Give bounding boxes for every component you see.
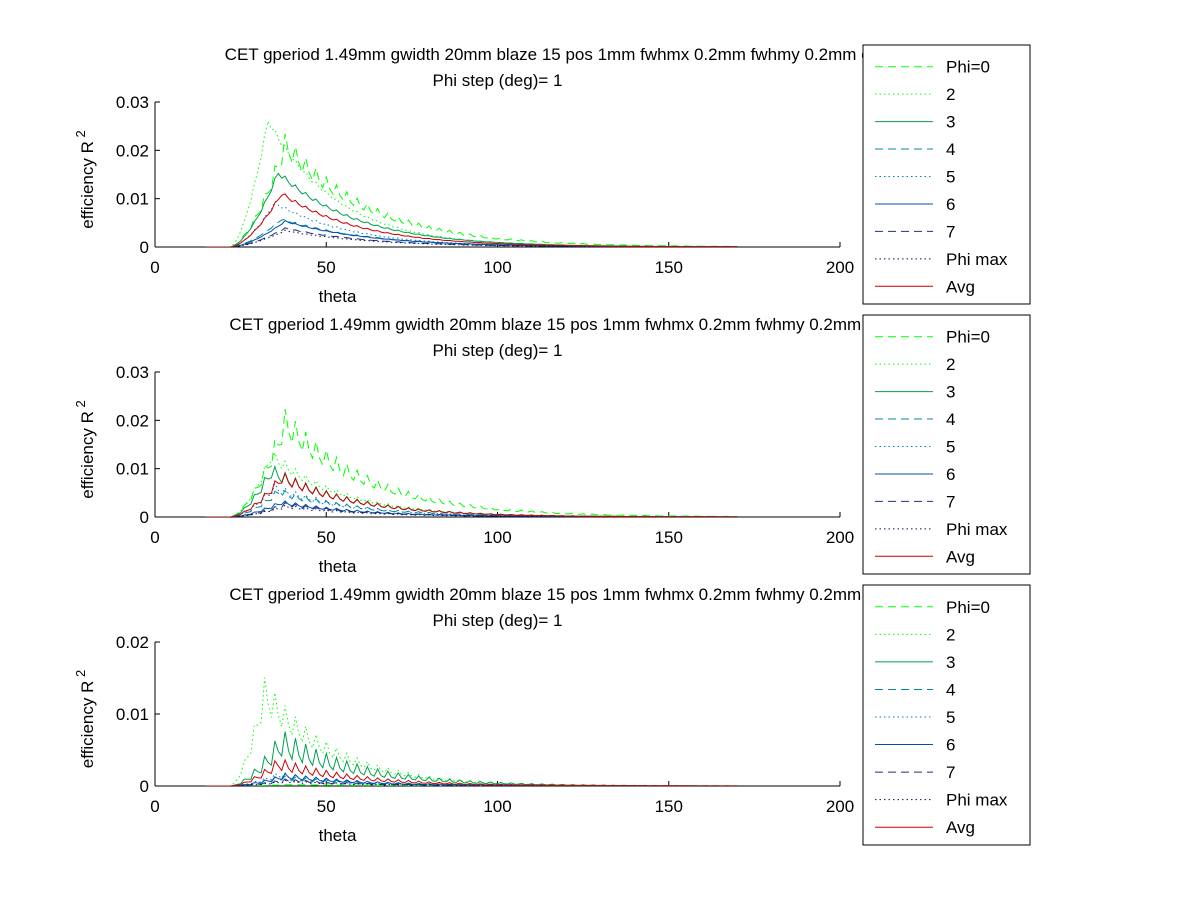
subplot-3: CET gperiod 1.49mm gwidth 20mm blaze 15 … [73, 584, 1031, 846]
x-axis-label: theta [319, 287, 357, 306]
legend-label-2: 2 [946, 85, 955, 104]
x-tick-label: 200 [826, 797, 854, 816]
legend: Phi=0 2 3 4 5 6 7 Phi max Avg [862, 314, 1031, 575]
legend-label-6: 6 [946, 736, 955, 755]
x-axis-label: theta [319, 557, 357, 576]
legend-label-5: 5 [946, 438, 955, 457]
series-line-9 [206, 758, 738, 786]
x-tick-label: 0 [150, 797, 159, 816]
y-tick-label: 0 [140, 777, 149, 796]
x-tick-label: 100 [483, 258, 511, 277]
y-axis-label-superscript: 2 [73, 130, 88, 141]
x-tick-label: 50 [317, 258, 336, 277]
legend: Phi=0 2 3 4 5 6 7 Phi max Avg [862, 584, 1031, 846]
x-tick-label: 150 [655, 797, 683, 816]
x-tick-label: 200 [826, 258, 854, 277]
legend-label-3: 3 [946, 653, 955, 672]
legend-label-8: Phi max [946, 250, 1008, 269]
y-axis-label: efficiency R 2 [73, 400, 97, 498]
x-tick-label: 0 [150, 258, 159, 277]
legend-box [862, 314, 1031, 575]
x-tick-label: 150 [655, 258, 683, 277]
legend-label-3: 3 [946, 383, 955, 402]
legend-label-1: Phi=0 [946, 598, 990, 617]
chart-subtitle: Phi step (deg)= 1 [433, 71, 563, 90]
y-axis-label-text: efficiency R [78, 681, 97, 769]
y-axis-label-superscript: 2 [73, 400, 88, 411]
x-tick-label: 100 [483, 797, 511, 816]
y-axis-label: efficiency R 2 [73, 130, 97, 228]
y-tick-label: 0.03 [116, 93, 149, 112]
legend-label-7: 7 [946, 222, 955, 241]
x-tick-label: 150 [655, 528, 683, 547]
legend: Phi=0 2 3 4 5 6 7 Phi max Avg [862, 44, 1031, 305]
legend-label-6: 6 [946, 465, 955, 484]
x-tick-label: 50 [317, 797, 336, 816]
y-tick-label: 0.01 [116, 460, 149, 479]
series-line-1 [206, 133, 738, 247]
legend-label-1: Phi=0 [946, 58, 990, 77]
y-tick-label: 0.02 [116, 411, 149, 430]
legend-label-6: 6 [946, 195, 955, 214]
chart-title: CET gperiod 1.49mm gwidth 20mm blaze 15 … [225, 45, 1031, 64]
y-tick-label: 0.01 [116, 705, 149, 724]
legend-label-7: 7 [946, 763, 955, 782]
legend-label-1: Phi=0 [946, 328, 990, 347]
chart-subtitle: Phi step (deg)= 1 [433, 611, 563, 630]
y-tick-label: 0 [140, 508, 149, 527]
chart-title: CET gperiod 1.49mm gwidth 20mm blaze 15 … [229, 315, 1025, 334]
legend-label-5: 5 [946, 708, 955, 727]
subplot-2: CET gperiod 1.49mm gwidth 20mm blaze 15 … [73, 314, 1031, 576]
legend-label-4: 4 [946, 410, 955, 429]
y-tick-label: 0 [140, 238, 149, 257]
series-line-7 [206, 778, 738, 786]
legend-label-7: 7 [946, 492, 955, 511]
series-line-8 [206, 229, 738, 247]
y-axis-label: efficiency R 2 [73, 670, 97, 768]
legend-label-8: Phi max [946, 791, 1008, 810]
y-tick-label: 0.02 [116, 141, 149, 160]
x-tick-label: 50 [317, 528, 336, 547]
chart-subtitle: Phi step (deg)= 1 [433, 341, 563, 360]
x-tick-label: 200 [826, 528, 854, 547]
y-axis-label-text: efficiency R [78, 411, 97, 499]
x-tick-label: 0 [150, 528, 159, 547]
legend-label-8: Phi max [946, 520, 1008, 539]
x-tick-label: 100 [483, 528, 511, 547]
legend-label-9: Avg [946, 547, 975, 566]
series-line-9 [206, 471, 738, 517]
legend-label-3: 3 [946, 113, 955, 132]
legend-label-9: Avg [946, 277, 975, 296]
chart-title: CET gperiod 1.49mm gwidth 20mm blaze 15 … [229, 585, 1025, 604]
x-axis-label: theta [319, 826, 357, 845]
legend-box [862, 44, 1031, 305]
y-axis-label-superscript: 2 [73, 670, 88, 681]
y-tick-label: 0.03 [116, 363, 149, 382]
y-tick-label: 0.02 [116, 633, 149, 652]
subplot-1: CET gperiod 1.49mm gwidth 20mm blaze 15 … [73, 44, 1031, 306]
legend-label-5: 5 [946, 168, 955, 187]
legend-label-4: 4 [946, 680, 955, 699]
y-tick-label: 0.01 [116, 190, 149, 209]
legend-label-2: 2 [946, 355, 955, 374]
legend-label-4: 4 [946, 140, 955, 159]
y-axis-label-text: efficiency R [78, 141, 97, 229]
legend-label-9: Avg [946, 818, 975, 837]
legend-label-2: 2 [946, 625, 955, 644]
series-line-1 [206, 408, 738, 517]
series-line-9 [206, 193, 738, 247]
legend-box [862, 584, 1031, 846]
